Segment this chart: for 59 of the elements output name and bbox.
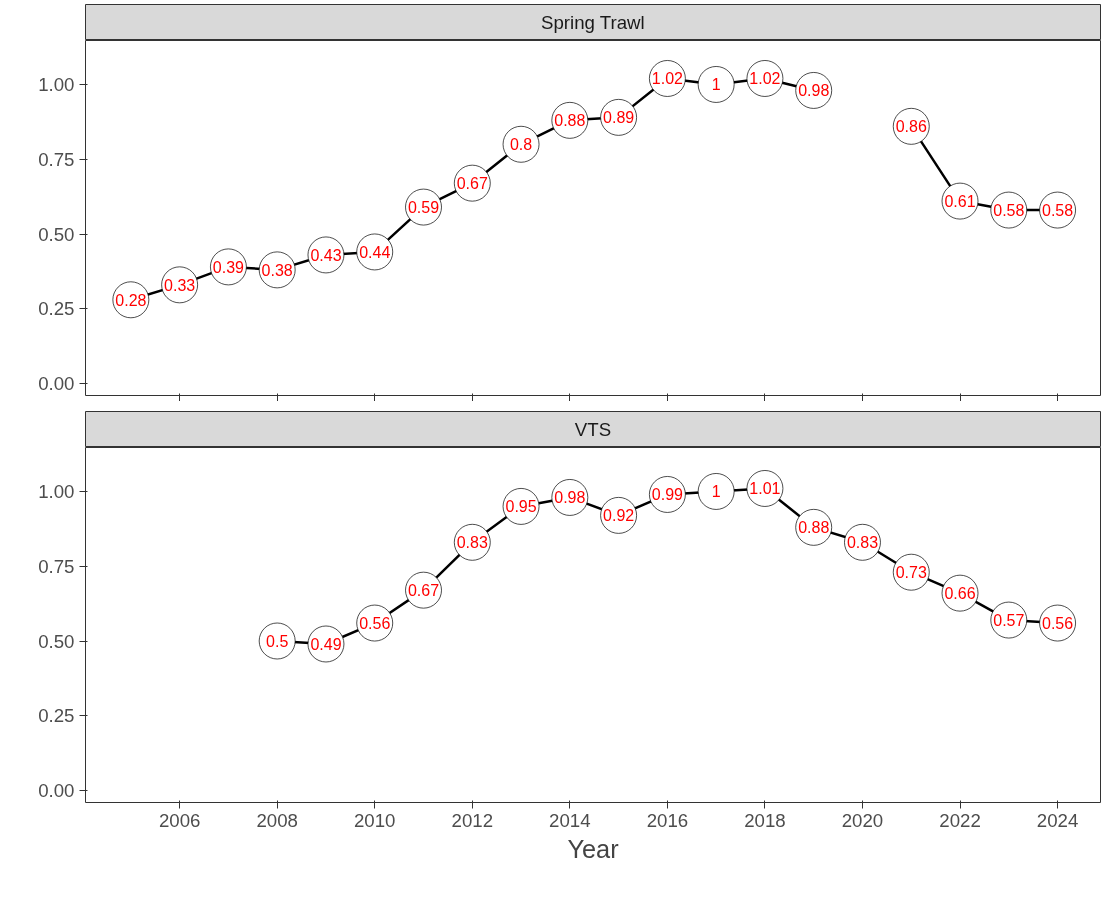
data-label: 0.8 [509, 136, 533, 154]
data-label: 0.98 [798, 82, 830, 100]
data-label: 0.67 [456, 175, 488, 193]
data-label: 0.98 [554, 489, 586, 507]
data-label: 0.58 [1042, 202, 1074, 220]
data-label: 0.58 [993, 202, 1025, 220]
x-tick-label: 2016 [646, 809, 689, 831]
x-tick-label: 2010 [353, 809, 396, 831]
data-label: 0.56 [359, 615, 391, 633]
x-tick-label: 2024 [1036, 809, 1079, 831]
data-label: 0.49 [310, 635, 342, 653]
data-label: 0.57 [993, 612, 1025, 630]
y-tick-label: 0.00 [38, 780, 75, 802]
x-axis-title: Year [567, 834, 620, 863]
y-tick-label: 1.00 [38, 73, 75, 95]
y-tick-label: 0.00 [38, 373, 75, 395]
data-label: 0.61 [944, 193, 976, 211]
y-tick-label: 0.75 [38, 555, 75, 577]
x-tick-label: 2020 [841, 809, 884, 831]
data-label: 0.83 [456, 534, 488, 552]
data-label: 0.99 [651, 486, 684, 504]
data-label: 0.88 [554, 112, 586, 130]
data-label: 0.86 [895, 118, 927, 136]
data-label: 0.73 [895, 564, 927, 582]
data-label: 0.39 [212, 258, 245, 276]
data-label: 0.44 [359, 243, 391, 261]
y-tick-label: 0.75 [38, 148, 75, 170]
data-label: 0.5 [266, 633, 289, 650]
x-tick-label: 2022 [939, 809, 981, 831]
data-label: 0.38 [261, 261, 293, 279]
chart-title: Spring Trawl [540, 12, 645, 33]
y-tick-label: 0.25 [38, 705, 75, 727]
data-label: 0.95 [505, 498, 537, 516]
data-label: 0.83 [846, 534, 879, 552]
x-tick-label: 2014 [549, 809, 591, 831]
chart-title: VTS [574, 419, 612, 440]
x-tick-label: 2008 [256, 809, 298, 831]
data-label: 0.28 [115, 291, 147, 309]
data-label: 0.66 [944, 585, 976, 603]
data-label: 1 [711, 483, 721, 501]
data-label: 0.43 [310, 246, 342, 264]
data-label: 0.59 [407, 199, 440, 217]
data-label: 1.02 [651, 70, 684, 88]
data-label: 1.01 [749, 480, 781, 498]
y-tick-label: 1.00 [38, 480, 75, 502]
data-label: 0.67 [407, 582, 440, 600]
data-label: 0.92 [603, 507, 635, 525]
data-label: 1.02 [749, 70, 781, 88]
y-tick-label: 0.25 [38, 298, 75, 320]
x-tick-label: 2006 [158, 809, 201, 831]
y-tick-label: 0.50 [38, 630, 75, 652]
data-label: 0.89 [603, 109, 635, 127]
data-label: 1 [711, 76, 721, 94]
x-tick-label: 2018 [744, 809, 786, 831]
data-label: 0.88 [798, 519, 830, 537]
data-label: 0.56 [1042, 615, 1074, 633]
y-tick-label: 0.50 [38, 223, 75, 245]
data-label: 0.33 [164, 276, 196, 294]
x-tick-label: 2012 [451, 809, 494, 831]
